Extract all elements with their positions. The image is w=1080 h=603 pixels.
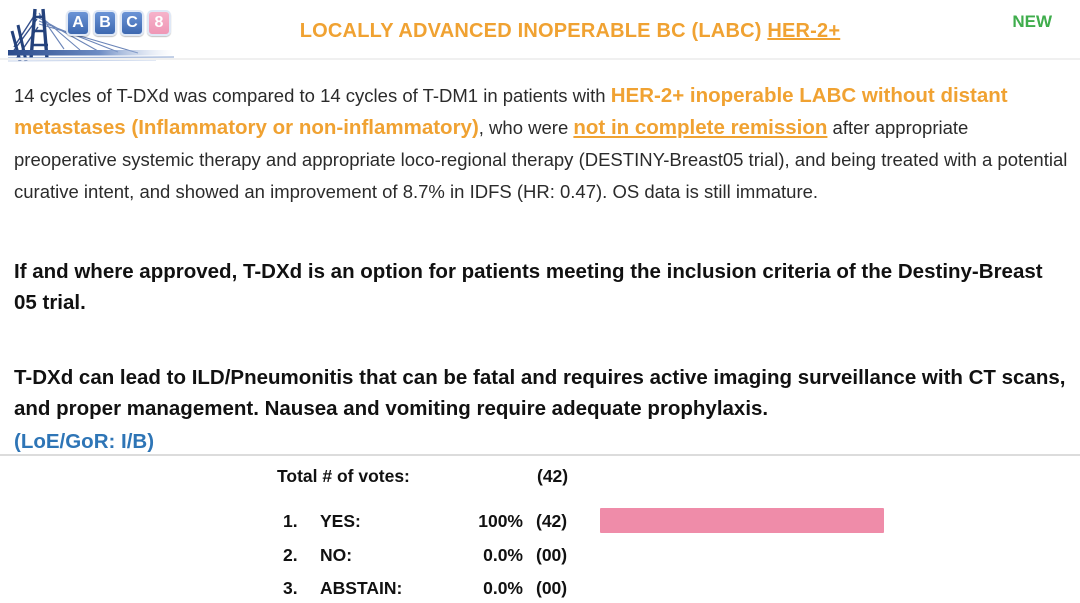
- logo-tile-c: C: [120, 10, 144, 36]
- consensus-statement-2: T-DXd can lead to ILD/Pneumonitis that c…: [14, 362, 1070, 457]
- vote-row-label: ABSTAIN:: [320, 578, 403, 598]
- vote-row-pct: 100%: [478, 511, 523, 531]
- vote-row-count: (42): [536, 511, 568, 531]
- vote-row-abstain: 3. ABSTAIN: 0.0% (00): [0, 575, 1080, 601]
- vote-row-no: 2. NO: 0.0% (00): [0, 542, 1080, 568]
- summary-highlight-remission: not in complete remission: [573, 116, 828, 139]
- vote-row-pct: 0.0%: [483, 578, 523, 598]
- consensus-statement-1: If and where approved, T-DXd is an optio…: [14, 260, 1043, 314]
- bridge-icon: [7, 8, 175, 62]
- logo-tile-b: B: [93, 10, 117, 36]
- abc8-letter-tiles: A B C 8: [66, 10, 171, 36]
- logo-tile-8: 8: [147, 10, 171, 36]
- header-divider: [0, 58, 1080, 60]
- page-title-her2: HER-2+: [767, 20, 841, 42]
- logo-letter: A: [72, 14, 84, 31]
- loe-gor-label: (LoE/GoR: I/B): [14, 430, 155, 453]
- page-title: LOCALLY ADVANCED INOPERABLE BC (LABC) HE…: [170, 20, 970, 43]
- logo-letter: B: [99, 14, 111, 31]
- new-badge: NEW: [1012, 12, 1052, 31]
- summary-text: 14 cycles of T-DXd was compared to 14 cy…: [14, 85, 611, 106]
- vote-row-number: 2.: [283, 545, 298, 565]
- total-votes-value: (42): [537, 466, 569, 486]
- total-votes-label: Total # of votes:: [277, 466, 410, 486]
- page-title-main: LOCALLY ADVANCED INOPERABLE BC (LABC): [299, 20, 768, 42]
- statement-2-text: T-DXd can lead to ILD/Pneumonitis that c…: [14, 366, 1066, 420]
- vote-row-label: YES:: [320, 511, 361, 531]
- vote-row-number: 3.: [283, 578, 298, 598]
- trial-summary-paragraph: 14 cycles of T-DXd was compared to 14 cy…: [14, 80, 1070, 208]
- vote-row-count: (00): [536, 578, 568, 598]
- votes-divider: [0, 454, 1080, 456]
- vote-row-count: (00): [536, 545, 568, 565]
- summary-text: , who were: [478, 117, 574, 138]
- vote-row-label: NO:: [320, 545, 353, 565]
- vote-row-pct: 0.0%: [483, 545, 523, 565]
- vote-row-yes: 1. YES: 100% (42): [0, 508, 1080, 534]
- logo-letter: C: [126, 14, 138, 31]
- summary-text: after appropriate preoperative systemic …: [14, 117, 1068, 202]
- vote-row-number: 1.: [283, 511, 298, 531]
- logo-tile-a: A: [66, 10, 90, 36]
- summary-highlight-population: HER-2+ inoperable LABC without distant m…: [14, 84, 1008, 139]
- vote-bar-yes: [600, 508, 884, 533]
- logo-number: 8: [154, 14, 164, 31]
- abc8-logo: A B C 8: [6, 3, 176, 69]
